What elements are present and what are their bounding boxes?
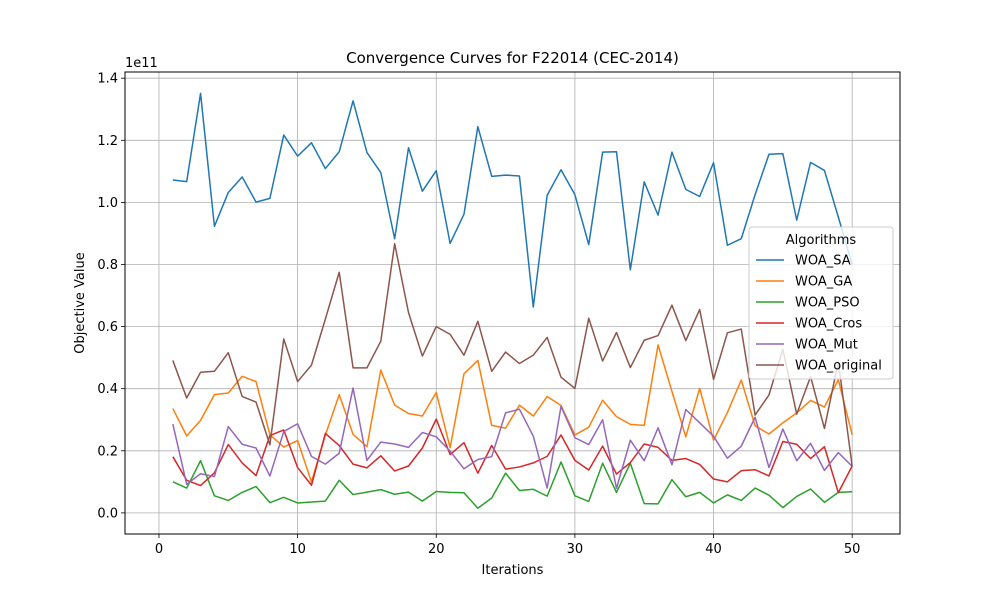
series-line-woa-pso	[172, 459, 853, 509]
chart-title: Convergence Curves for F22014 (CEC-2014)	[346, 49, 679, 67]
series-line-woa-sa	[172, 92, 853, 308]
grid	[125, 72, 900, 534]
legend-label-woa-sa: WOA_SA	[795, 254, 851, 269]
legend-label-woa-ga: WOA_GA	[795, 275, 852, 290]
y-tick-label: 1.0	[97, 196, 118, 211]
x-tick-label: 50	[844, 542, 861, 557]
y-axis-label: Objective Value	[73, 252, 88, 353]
series-line-woa-ga	[172, 344, 853, 483]
series-line-woa-cros	[172, 418, 853, 494]
series-line-woa-original	[172, 242, 853, 467]
y-tick-label: 0.2	[97, 444, 118, 459]
y-tick-label: 0.8	[97, 258, 118, 273]
x-axis: 0 10 20 30 40 50	[155, 534, 861, 557]
x-tick-label: 30	[567, 542, 584, 557]
x-tick-label: 10	[289, 542, 306, 557]
legend-label-woa-mut: WOA_Mut	[795, 338, 858, 353]
legend-title: Algorithms	[786, 233, 857, 248]
legend-box	[748, 226, 894, 380]
y-tick-label: 0.6	[97, 320, 118, 335]
x-axis-label: Iterations	[482, 563, 544, 578]
x-tick-label: 0	[155, 542, 163, 557]
y-tick-label: 1.4	[97, 72, 118, 87]
legend-label-woa-pso: WOA_PSO	[795, 296, 860, 311]
legend: Algorithms WOA_SAWOA_GAWOA_PSOWOA_CrosWO…	[748, 226, 894, 380]
data-lines	[172, 92, 853, 509]
y-axis: 0.0 0.2 0.4 0.6 0.8 1.0 1.2 1.4	[97, 72, 125, 521]
y-tick-label: 0.4	[97, 382, 118, 397]
series-line-woa-mut	[172, 387, 853, 490]
y-tick-label: 1.2	[97, 134, 118, 149]
y-tick-label: 0.0	[97, 506, 118, 521]
legend-label-woa-original: WOA_original	[795, 359, 882, 374]
plot-frame	[124, 71, 901, 535]
legend-items: WOA_SA WOA_GA WOA_PSO WOA_Cros WOA_Mut WOA_or…	[756, 254, 882, 374]
x-tick-label: 20	[428, 542, 445, 557]
y-scale-offset: 1e11	[125, 56, 158, 71]
legend-label-woa-cros: WOA_Cros	[795, 317, 862, 332]
x-tick-label: 40	[705, 542, 722, 557]
